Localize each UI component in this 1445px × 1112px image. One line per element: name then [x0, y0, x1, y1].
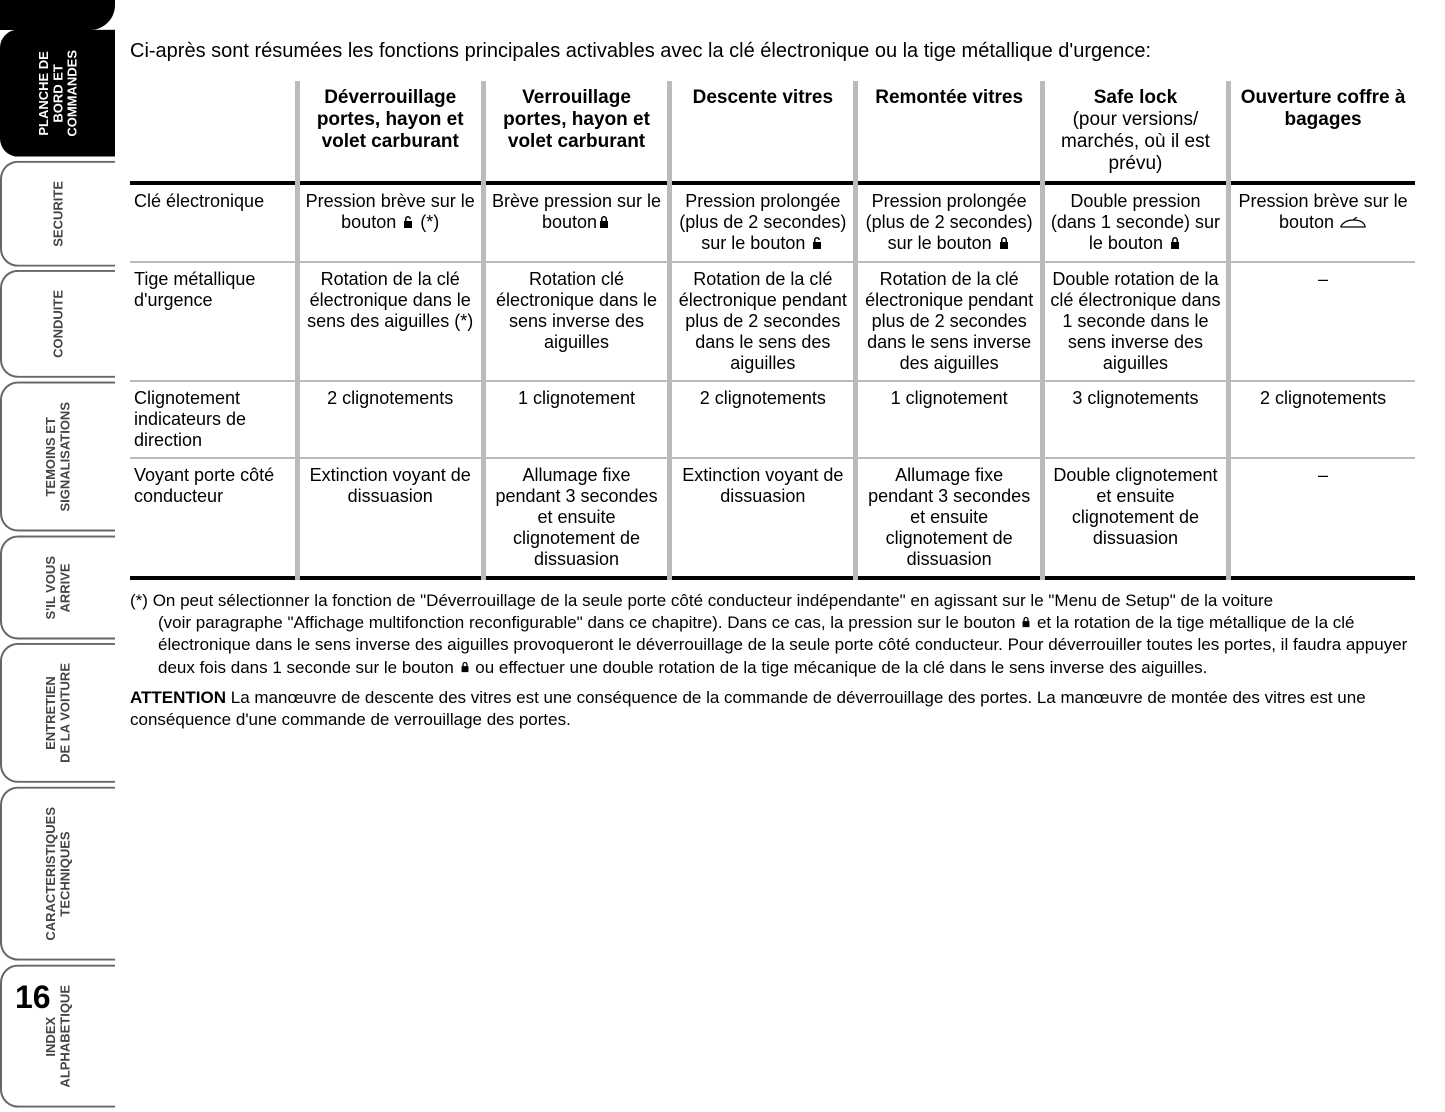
header-blank	[130, 81, 297, 183]
footnote: (*) On peut sélectionner la fonction de …	[130, 590, 1415, 679]
row3-c3: Extinction voyant de dissuasion	[670, 458, 856, 578]
row1-label: Tige métallique d'urgence	[130, 262, 297, 381]
row3-c5: Double clignotement et ensuite clignotem…	[1042, 458, 1228, 578]
unlock-icon	[810, 234, 824, 255]
row0-label: Clé électronique	[130, 183, 297, 262]
header-safelock-sub: (pour versions/ marchés, où il est prévu…	[1049, 109, 1222, 175]
table-row: Clignotement indicateurs de direction 2 …	[130, 381, 1415, 458]
table-row: Clé électronique Pression brève sur le b…	[130, 183, 1415, 262]
attention-label: ATTENTION	[130, 688, 226, 707]
lock-icon	[459, 657, 471, 679]
header-unlock: Déverrouillage portes, hayon et volet ca…	[297, 81, 483, 183]
row0-c3: Pression prolongée (plus de 2 secondes) …	[670, 183, 856, 262]
footnote-line1: On peut sélectionner la fonction de "Dév…	[153, 591, 1273, 610]
row0-c5-pre: Double pression (dans 1 seconde) sur le …	[1051, 191, 1220, 253]
row1-c3: Rotation de la clé électronique pendant …	[670, 262, 856, 381]
row3-c2: Allumage fixe pendant 3 secondes et ensu…	[483, 458, 669, 578]
row0-c2: Brève pression sur le bouton	[483, 183, 669, 262]
page-number: 16	[15, 979, 51, 1016]
row0-c1-pre: Pression brève sur le bouton	[306, 191, 475, 232]
row1-c6: –	[1229, 262, 1415, 381]
row0-c5: Double pression (dans 1 seconde) sur le …	[1042, 183, 1228, 262]
header-up: Remontée vitres	[856, 81, 1042, 183]
header-lock: Verrouillage portes, hayon et volet carb…	[483, 81, 669, 183]
row2-c5: 3 clignotements	[1042, 381, 1228, 458]
row3-label: Voyant porte côté conducteur	[130, 458, 297, 578]
sidebar-tabs: PLANCHE DE BORD ET COMMANDES SECURITE CO…	[0, 30, 115, 1112]
footnote-line2-pre: (voir paragraphe "Affichage multifonctio…	[158, 613, 1020, 632]
header-trunk: Ouverture coffre à bagages	[1229, 81, 1415, 183]
row0-c2-pre: Brève pression sur le bouton	[492, 191, 661, 232]
attention-text: La manœuvre de descente des vitres est u…	[130, 688, 1366, 729]
tab-entretien[interactable]: ENTRETIEN DE LA VOITURE	[0, 643, 115, 783]
row1-c1: Rotation de la clé électronique dans le …	[297, 262, 483, 381]
header-down: Descente vitres	[670, 81, 856, 183]
tab-conduite[interactable]: CONDUITE	[0, 270, 115, 378]
row0-c1-post: (*)	[415, 212, 439, 232]
row0-c6: Pression brève sur le bouton	[1229, 183, 1415, 262]
trunk-icon	[1339, 213, 1367, 234]
lock-icon	[1168, 234, 1182, 255]
row2-c1: 2 clignotements	[297, 381, 483, 458]
row2-c3: 2 clignotements	[670, 381, 856, 458]
table-header-row: Déverrouillage portes, hayon et volet ca…	[130, 81, 1415, 183]
intro-text: Ci-après sont résumées les fonctions pri…	[130, 40, 1415, 63]
unlock-icon	[401, 213, 415, 234]
footnote-marker: (*)	[130, 591, 148, 610]
footnote-line2-end: ou effectuer une double rotation de la t…	[471, 658, 1208, 677]
lock-icon	[597, 213, 611, 234]
row3-c1: Extinction voyant de dissuasion	[297, 458, 483, 578]
row1-c5: Double rotation de la clé électronique d…	[1042, 262, 1228, 381]
lock-icon	[1020, 612, 1032, 634]
tab-planche[interactable]: PLANCHE DE BORD ET COMMANDES	[0, 30, 115, 157]
tab-securite[interactable]: SECURITE	[0, 161, 115, 267]
row0-c6-pre: Pression brève sur le bouton	[1239, 191, 1408, 232]
functions-table: Déverrouillage portes, hayon et volet ca…	[130, 81, 1415, 580]
corner-decoration	[0, 0, 115, 30]
row1-c2: Rotation clé électronique dans le sens i…	[483, 262, 669, 381]
row2-c6: 2 clignotements	[1229, 381, 1415, 458]
header-safelock: Safe lock (pour versions/ marchés, où il…	[1042, 81, 1228, 183]
row0-c4: Pression prolongée (plus de 2 secondes) …	[856, 183, 1042, 262]
tab-temoins[interactable]: TEMOINS ET SIGNALISATIONS	[0, 382, 115, 532]
row1-c4: Rotation de la clé électronique pendant …	[856, 262, 1042, 381]
main-content: Ci-après sont résumées les fonctions pri…	[130, 40, 1415, 1006]
row0-c1: Pression brève sur le bouton (*)	[297, 183, 483, 262]
row2-label: Clignotement indicateurs de direction	[130, 381, 297, 458]
row2-c2: 1 clignotement	[483, 381, 669, 458]
table-row: Tige métallique d'urgence Rotation de la…	[130, 262, 1415, 381]
row2-c4: 1 clignotement	[856, 381, 1042, 458]
table-row: Voyant porte côté conducteur Extinction …	[130, 458, 1415, 578]
tab-caracteristiques[interactable]: CARACTERISTIQUES TECHNIQUES	[0, 787, 115, 961]
lock-icon	[997, 234, 1011, 255]
attention-note: ATTENTION La manœuvre de descente des vi…	[130, 687, 1415, 731]
row3-c6: –	[1229, 458, 1415, 578]
header-safelock-main: Safe lock	[1094, 87, 1177, 108]
tab-silvous[interactable]: S'IL VOUS ARRIVE	[0, 536, 115, 640]
row3-c4: Allumage fixe pendant 3 secondes et ensu…	[856, 458, 1042, 578]
